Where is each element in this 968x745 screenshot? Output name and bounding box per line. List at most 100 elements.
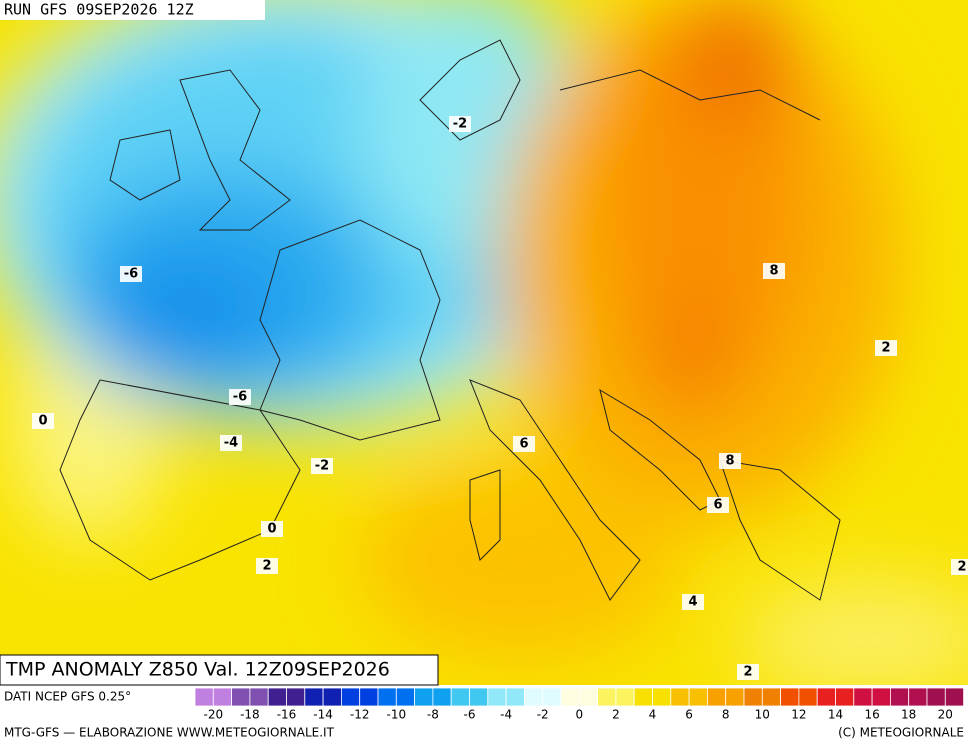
contour-label: 2 bbox=[743, 665, 752, 680]
colorbar-tick-label: -10 bbox=[386, 708, 406, 722]
colorbar-swatch bbox=[816, 687, 836, 707]
colorbar-swatch bbox=[853, 687, 873, 707]
contour-label-box bbox=[737, 664, 759, 680]
colorbar-swatch bbox=[908, 687, 928, 707]
colorbar-tick-label: -20 bbox=[203, 708, 223, 722]
colorbar-swatch bbox=[725, 687, 745, 707]
colorbar-swatch bbox=[524, 687, 544, 707]
contour-label-box bbox=[261, 521, 283, 537]
footer-right: (C) METEOGIORNALE bbox=[838, 726, 964, 740]
colorbar-swatch bbox=[286, 687, 306, 707]
contour-label: 0 bbox=[38, 414, 47, 429]
colorbar-swatch bbox=[377, 687, 397, 707]
colorbar-swatch bbox=[871, 687, 891, 707]
colorbar-swatch bbox=[707, 687, 727, 707]
run-label: RUN GFS 09SEP2026 12Z bbox=[4, 1, 194, 19]
colorbar-swatch bbox=[798, 687, 818, 707]
contour-label-box bbox=[719, 453, 741, 469]
contour-label: -4 bbox=[224, 436, 238, 451]
contour-label: 8 bbox=[769, 264, 778, 279]
colorbar-tick-label: -16 bbox=[277, 708, 297, 722]
colorbar-tick-label: 16 bbox=[864, 708, 879, 722]
footer-left: MTG-GFS — ELABORAZIONE WWW.METEOGIORNALE… bbox=[4, 726, 335, 740]
contour-labels: -2 -6 -6 -4 -2 0 0 2 6 8 8 6 2 4 2 2 bbox=[32, 116, 968, 680]
colorbar: -20 -18 -16 -14 -12 -10 -8 -6 -4 -2 0 2 4 6 8 10 12 14 16 1… bbox=[194, 687, 964, 722]
colorbar-swatch bbox=[414, 687, 434, 707]
colorbar-swatch bbox=[615, 687, 635, 707]
colorbar-swatch bbox=[652, 687, 672, 707]
colorbar-swatch bbox=[432, 687, 452, 707]
contour-label: -6 bbox=[233, 390, 247, 405]
colorbar-swatch bbox=[450, 687, 470, 707]
colorbar-swatch bbox=[505, 687, 525, 707]
colorbar-swatch bbox=[633, 687, 653, 707]
contour-label-box bbox=[449, 116, 471, 132]
colorbar-tick-label: -2 bbox=[537, 708, 549, 722]
colorbar-swatch bbox=[688, 687, 708, 707]
colorbar-swatch bbox=[743, 687, 763, 707]
colorbar-tick-label: 4 bbox=[649, 708, 657, 722]
contour-label: 0 bbox=[267, 522, 276, 537]
contour-label-box bbox=[513, 436, 535, 452]
colorbar-tick-label: -14 bbox=[313, 708, 333, 722]
colorbar-tick-label: -8 bbox=[427, 708, 439, 722]
contour-label: 2 bbox=[881, 341, 890, 356]
colorbar-swatch bbox=[249, 687, 269, 707]
colorbar-tick-label: 18 bbox=[901, 708, 916, 722]
colorbar-swatch bbox=[304, 687, 324, 707]
colorbar-swatch bbox=[578, 687, 598, 707]
colorbar-tick-label: 0 bbox=[575, 708, 583, 722]
contour-label: -2 bbox=[453, 117, 467, 132]
colorbar-swatch bbox=[340, 687, 361, 707]
contour-label-box bbox=[763, 263, 785, 279]
contour-label-box bbox=[682, 594, 704, 610]
colorbar-swatch bbox=[542, 687, 562, 707]
title-box bbox=[0, 654, 439, 686]
contour-label-box bbox=[256, 558, 278, 574]
colorbar-swatch bbox=[835, 687, 855, 707]
colorbar-swatch bbox=[231, 687, 251, 707]
colorbar-tick-label: 8 bbox=[722, 708, 730, 722]
colorbar-swatch bbox=[761, 687, 781, 707]
colorbar-tick-label: 20 bbox=[938, 708, 953, 722]
colorbar-swatch bbox=[359, 687, 379, 707]
colorbar-tick-label: -4 bbox=[500, 708, 512, 722]
contour-label-box bbox=[220, 435, 242, 451]
contour-label-box bbox=[951, 559, 968, 575]
colorbar-swatch bbox=[395, 687, 415, 707]
colorbar-swatch bbox=[944, 687, 964, 707]
colorbar-tick-label: -6 bbox=[464, 708, 476, 722]
colorbar-swatch bbox=[597, 687, 617, 707]
map-field bbox=[0, 0, 968, 685]
colorbar-swatch bbox=[212, 687, 233, 707]
colorbar-swatch bbox=[560, 687, 580, 707]
colorbar-tick-label: 10 bbox=[755, 708, 770, 722]
map-title: TMP ANOMALY Z850 Val. 12Z09SEP2026 bbox=[5, 659, 390, 681]
contour-label-box bbox=[875, 340, 897, 356]
contour-label-box bbox=[229, 389, 251, 405]
colorbar-tick-label: -12 bbox=[350, 708, 370, 722]
colorbar-swatch bbox=[487, 687, 507, 707]
contour-label-box bbox=[120, 266, 142, 282]
contour-label-box bbox=[311, 458, 333, 474]
contour-label: 2 bbox=[957, 560, 966, 575]
colorbar-tick-label: -18 bbox=[240, 708, 260, 722]
colorbar-swatch bbox=[890, 687, 910, 707]
contour-label: 6 bbox=[519, 437, 528, 452]
colorbar-swatch bbox=[267, 687, 287, 707]
colorbar-swatch bbox=[670, 687, 690, 707]
colorbar-tick-label: 2 bbox=[612, 708, 620, 722]
contour-label: 8 bbox=[725, 454, 734, 469]
colorbar-swatch bbox=[469, 687, 489, 707]
colorbar-swatch bbox=[926, 687, 946, 707]
colorbar-swatch bbox=[322, 687, 342, 707]
colorbar-swatch bbox=[780, 687, 800, 707]
contour-label: -2 bbox=[315, 459, 329, 474]
colorbar-tick-label: 12 bbox=[791, 708, 806, 722]
contour-label-box bbox=[707, 497, 729, 513]
contour-label: 4 bbox=[688, 595, 697, 610]
header-box bbox=[0, 0, 265, 20]
contour-label: -6 bbox=[124, 267, 138, 282]
colorbar-tick-label: 6 bbox=[685, 708, 693, 722]
